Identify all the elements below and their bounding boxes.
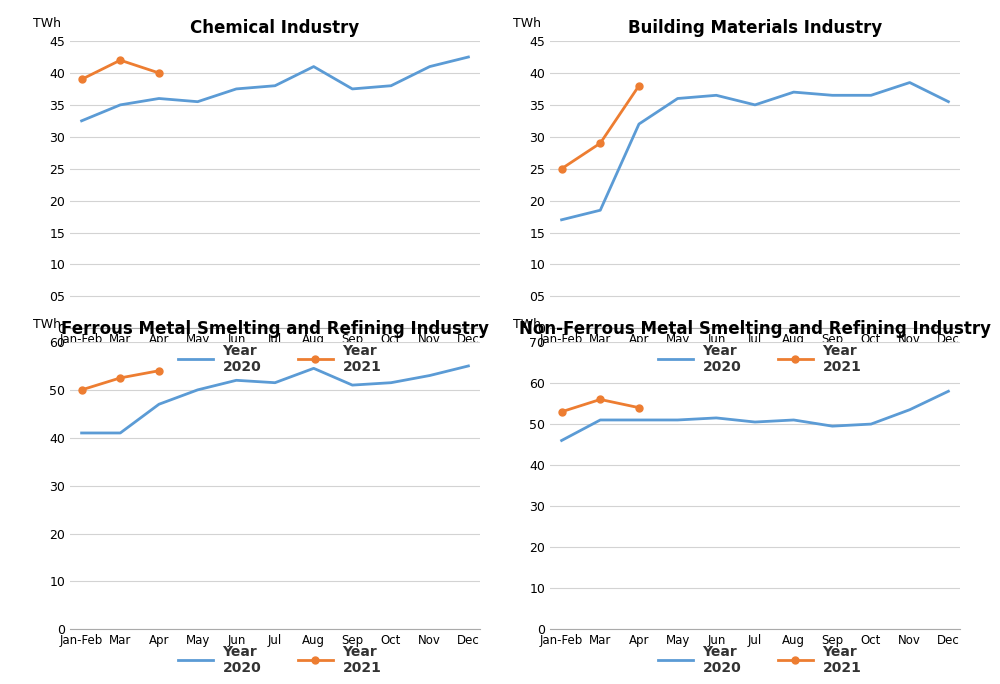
Text: Year
2021: Year 2021 xyxy=(342,344,381,374)
Title: Building Materials Industry: Building Materials Industry xyxy=(628,18,882,37)
Title: Chemical Industry: Chemical Industry xyxy=(190,18,360,37)
Text: TWh: TWh xyxy=(513,317,541,330)
Text: Year
2020: Year 2020 xyxy=(222,344,261,374)
Text: Year
2021: Year 2021 xyxy=(823,344,861,374)
Text: Year
2020: Year 2020 xyxy=(702,344,741,374)
Text: TWh: TWh xyxy=(33,16,61,29)
Text: Year
2020: Year 2020 xyxy=(222,645,261,675)
Text: Year
2021: Year 2021 xyxy=(823,645,861,675)
Title: Non-Ferrous Metal Smelting and Refining Industry: Non-Ferrous Metal Smelting and Refining … xyxy=(519,319,991,338)
Text: Year
2021: Year 2021 xyxy=(342,645,381,675)
Text: TWh: TWh xyxy=(33,317,61,330)
Text: Year
2020: Year 2020 xyxy=(702,645,741,675)
Text: TWh: TWh xyxy=(513,16,541,29)
Title: Ferrous Metal Smelting and Refining Industry: Ferrous Metal Smelting and Refining Indu… xyxy=(61,319,489,338)
